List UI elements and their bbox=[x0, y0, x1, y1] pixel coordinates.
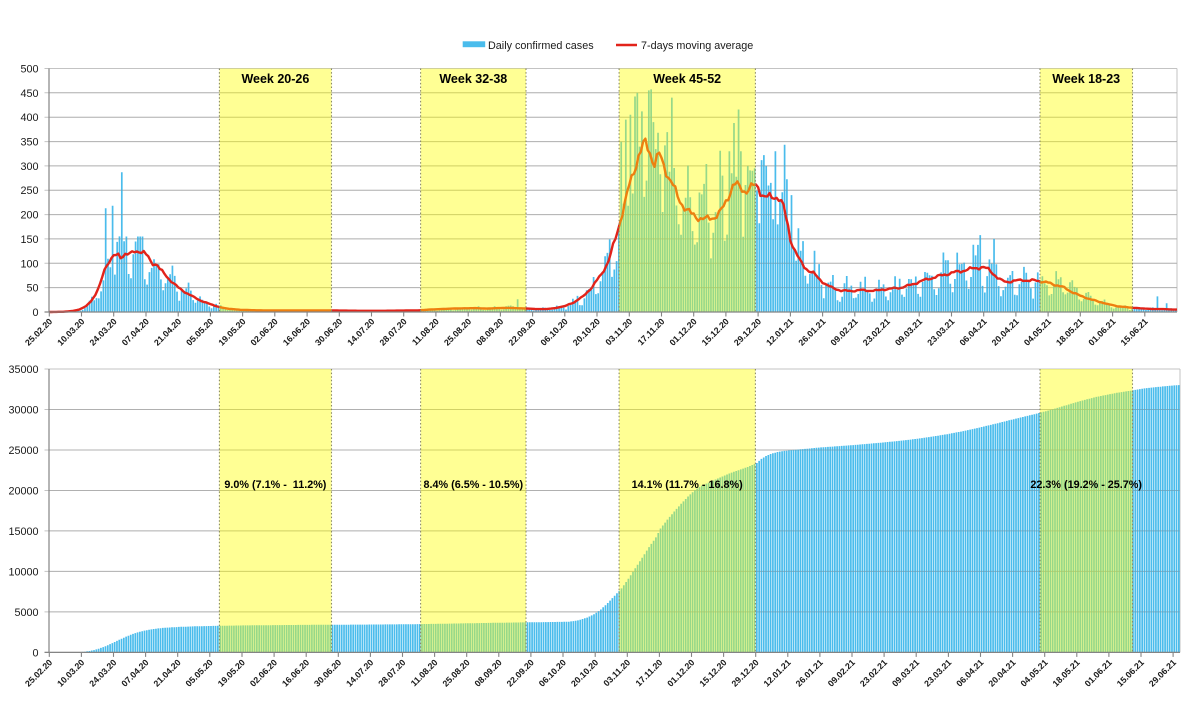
svg-text:8.4% (6.5% - 10.5%): 8.4% (6.5% - 10.5%) bbox=[423, 479, 523, 491]
svg-text:9.0% (7.1% - 11.2%): 9.0% (7.1% - 11.2%) bbox=[224, 479, 326, 491]
svg-text:400: 400 bbox=[20, 112, 38, 124]
svg-text:Week 20-26: Week 20-26 bbox=[241, 72, 309, 86]
svg-text:0: 0 bbox=[32, 307, 38, 319]
svg-text:30000: 30000 bbox=[8, 405, 38, 417]
svg-text:200: 200 bbox=[20, 210, 38, 222]
svg-text:100: 100 bbox=[20, 258, 38, 270]
svg-text:20000: 20000 bbox=[8, 486, 38, 498]
svg-text:Week 18-23: Week 18-23 bbox=[1052, 72, 1120, 86]
svg-text:15000: 15000 bbox=[8, 526, 38, 538]
svg-text:500: 500 bbox=[20, 64, 38, 76]
svg-text:50: 50 bbox=[26, 283, 38, 295]
svg-text:350: 350 bbox=[20, 137, 38, 149]
svg-text:5000: 5000 bbox=[14, 607, 38, 619]
svg-text:Week 45-52: Week 45-52 bbox=[653, 72, 721, 86]
svg-text:Week 32-38: Week 32-38 bbox=[439, 72, 507, 86]
svg-text:Daily confirmed cases: Daily confirmed cases bbox=[488, 40, 594, 52]
svg-text:22.3% (19.2% - 25.7%): 22.3% (19.2% - 25.7%) bbox=[1030, 479, 1142, 491]
svg-text:300: 300 bbox=[20, 161, 38, 173]
svg-text:0: 0 bbox=[32, 647, 38, 659]
svg-text:35000: 35000 bbox=[8, 364, 38, 376]
svg-text:14.1% (11.7% - 16.8%): 14.1% (11.7% - 16.8%) bbox=[632, 479, 743, 491]
svg-text:7-days moving average: 7-days moving average bbox=[641, 40, 753, 52]
svg-text:25000: 25000 bbox=[8, 445, 38, 457]
svg-text:150: 150 bbox=[20, 234, 38, 246]
svg-text:10000: 10000 bbox=[8, 566, 38, 578]
svg-text:250: 250 bbox=[20, 185, 38, 197]
svg-text:450: 450 bbox=[20, 88, 38, 100]
